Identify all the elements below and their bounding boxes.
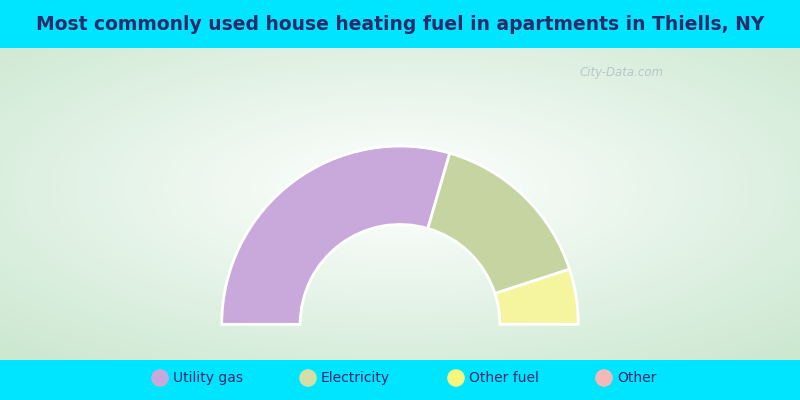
Ellipse shape xyxy=(299,369,317,387)
Ellipse shape xyxy=(447,369,465,387)
Ellipse shape xyxy=(151,369,169,387)
Ellipse shape xyxy=(595,369,613,387)
Text: City-Data.com: City-Data.com xyxy=(580,66,664,79)
Text: Electricity: Electricity xyxy=(321,371,390,385)
Text: Other: Other xyxy=(617,371,656,385)
Text: Utility gas: Utility gas xyxy=(173,371,243,385)
Wedge shape xyxy=(495,269,578,324)
Wedge shape xyxy=(222,146,450,324)
Text: Most commonly used house heating fuel in apartments in Thiells, NY: Most commonly used house heating fuel in… xyxy=(36,14,764,34)
Text: Other fuel: Other fuel xyxy=(469,371,538,385)
Wedge shape xyxy=(428,153,570,294)
